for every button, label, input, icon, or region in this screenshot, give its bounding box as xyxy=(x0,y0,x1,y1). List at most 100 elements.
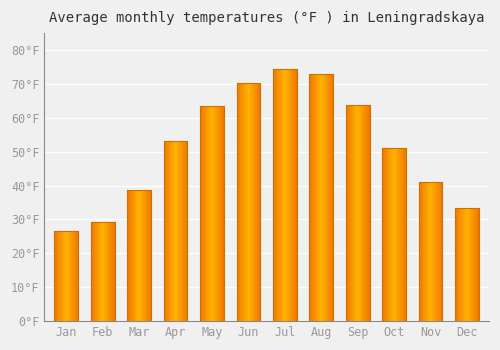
Bar xyxy=(311,74,312,321)
Bar xyxy=(175,141,176,321)
Bar xyxy=(239,83,240,321)
Bar xyxy=(113,223,114,321)
Bar xyxy=(472,208,473,321)
Bar xyxy=(456,208,457,321)
Bar xyxy=(143,190,144,321)
Bar xyxy=(426,182,427,321)
Bar xyxy=(422,182,423,321)
Bar xyxy=(324,74,325,321)
Bar xyxy=(466,208,467,321)
Bar xyxy=(142,190,143,321)
Bar xyxy=(283,69,284,321)
Bar xyxy=(319,74,320,321)
Bar xyxy=(277,69,278,321)
Bar xyxy=(329,74,330,321)
Bar xyxy=(108,223,109,321)
Bar xyxy=(220,106,221,321)
Bar xyxy=(389,148,390,321)
Bar xyxy=(173,141,174,321)
Bar xyxy=(350,105,351,321)
Bar xyxy=(237,83,238,321)
Bar xyxy=(440,182,441,321)
Bar xyxy=(348,105,349,321)
Bar xyxy=(312,74,313,321)
Bar xyxy=(468,208,469,321)
Bar xyxy=(240,83,241,321)
Bar xyxy=(387,148,388,321)
Bar xyxy=(183,141,184,321)
Bar xyxy=(200,106,201,321)
Bar xyxy=(365,105,366,321)
Bar xyxy=(65,231,66,321)
Bar xyxy=(290,69,291,321)
Bar xyxy=(238,83,239,321)
Bar xyxy=(428,182,429,321)
Bar xyxy=(386,148,387,321)
Bar xyxy=(69,231,70,321)
Bar xyxy=(246,83,247,321)
Bar xyxy=(177,141,178,321)
Bar xyxy=(133,190,134,321)
Bar xyxy=(294,69,295,321)
Bar xyxy=(217,106,218,321)
Bar xyxy=(136,190,137,321)
Bar xyxy=(182,141,183,321)
Bar xyxy=(326,74,327,321)
Bar xyxy=(245,83,246,321)
Bar xyxy=(209,106,210,321)
Bar xyxy=(321,74,322,321)
Bar xyxy=(463,208,464,321)
Bar xyxy=(356,105,357,321)
Bar xyxy=(216,106,217,321)
Bar xyxy=(431,182,432,321)
Bar xyxy=(314,74,315,321)
Bar xyxy=(172,141,173,321)
Bar xyxy=(169,141,170,321)
Bar xyxy=(257,83,258,321)
Bar xyxy=(236,83,237,321)
Bar xyxy=(274,69,275,321)
Bar xyxy=(347,105,348,321)
Bar xyxy=(174,141,175,321)
Bar xyxy=(362,105,363,321)
Bar xyxy=(316,74,317,321)
Bar xyxy=(354,105,355,321)
Bar xyxy=(420,182,421,321)
Bar xyxy=(223,106,224,321)
Bar xyxy=(77,231,78,321)
Bar xyxy=(109,223,110,321)
Bar xyxy=(56,231,57,321)
Bar xyxy=(132,190,133,321)
Bar xyxy=(465,208,466,321)
Bar xyxy=(470,208,471,321)
Bar xyxy=(243,83,244,321)
Bar xyxy=(131,190,132,321)
Bar xyxy=(351,105,352,321)
Bar xyxy=(318,74,319,321)
Bar xyxy=(459,208,460,321)
Bar xyxy=(61,231,62,321)
Bar xyxy=(279,69,280,321)
Bar xyxy=(103,223,104,321)
Bar xyxy=(218,106,219,321)
Bar xyxy=(475,208,476,321)
Bar xyxy=(208,106,209,321)
Bar xyxy=(473,208,474,321)
Bar xyxy=(99,223,100,321)
Bar xyxy=(207,106,208,321)
Bar xyxy=(471,208,472,321)
Bar xyxy=(92,223,93,321)
Bar xyxy=(400,148,401,321)
Bar xyxy=(276,69,277,321)
Bar xyxy=(93,223,94,321)
Bar xyxy=(284,69,285,321)
Bar xyxy=(402,148,403,321)
Bar xyxy=(107,223,108,321)
Bar xyxy=(210,106,211,321)
Bar xyxy=(405,148,406,321)
Bar xyxy=(130,190,131,321)
Bar xyxy=(363,105,364,321)
Bar xyxy=(101,223,102,321)
Bar xyxy=(185,141,186,321)
Bar xyxy=(111,223,112,321)
